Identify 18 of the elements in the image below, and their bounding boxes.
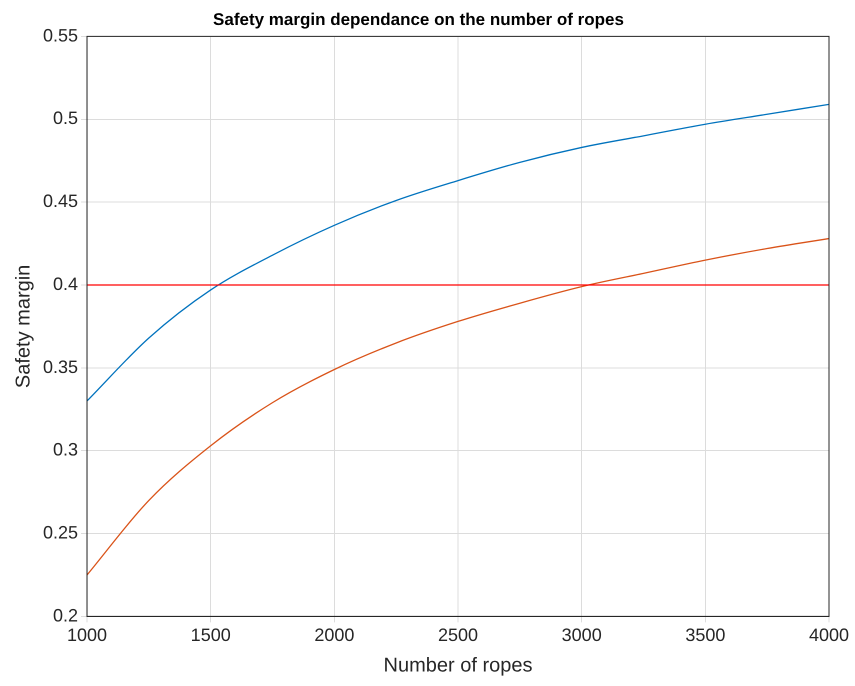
x-tick-label: 3500 — [685, 625, 726, 646]
x-axis-title: Number of ropes — [384, 654, 532, 677]
y-tick-label: 0.25 — [42, 522, 78, 543]
x-tick-label: 2000 — [314, 625, 354, 646]
x-tick-label: 2500 — [438, 625, 478, 646]
x-tick-label: 3000 — [562, 625, 602, 646]
x-tick-label: 1000 — [67, 625, 108, 646]
y-tick-label: 0.45 — [42, 191, 78, 212]
y-tick-label: 0.2 — [53, 605, 78, 626]
y-tick-label: 0.3 — [53, 440, 78, 460]
chart-title: Safety margin dependance on the number of ropes — [213, 10, 624, 29]
y-axis-title: Safety margin — [12, 264, 35, 388]
x-tick-label: 1500 — [190, 625, 231, 646]
y-tick-label: 0.35 — [42, 356, 78, 377]
y-tick-label: 0.55 — [42, 25, 78, 46]
x-tick-label: 4000 — [808, 625, 850, 646]
y-tick-label: 0.4 — [53, 274, 78, 294]
y-tick-label: 0.5 — [53, 108, 78, 128]
